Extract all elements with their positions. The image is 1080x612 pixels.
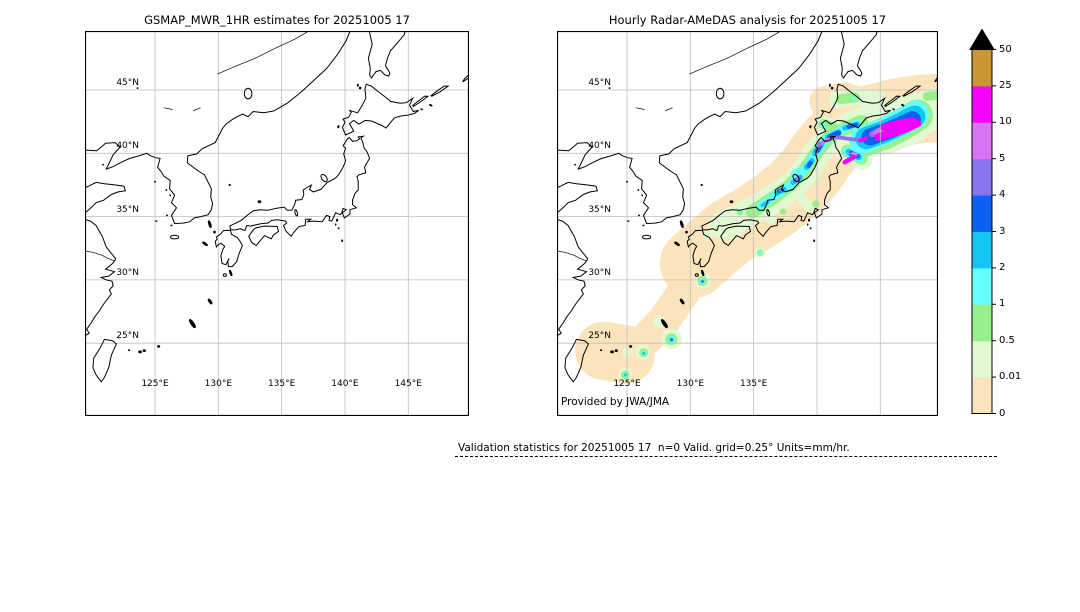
colorbar-tick-0.5: 0.5	[999, 334, 1015, 346]
colorbar-tick-25: 25	[999, 79, 1012, 91]
colorbar-tick-10: 10	[999, 116, 1012, 128]
radar-map-panel	[557, 31, 938, 416]
credit-label: Provided by JWA/JMA	[561, 396, 670, 408]
colorbar-tick-1: 1	[999, 298, 1006, 310]
gsmap-map-panel	[85, 31, 469, 416]
footer-dashed-line	[455, 456, 997, 457]
gridline-layer	[85, 31, 469, 416]
gridline-layer	[557, 31, 938, 416]
colorbar-tick-3: 3	[999, 225, 1006, 237]
colorbar-tick-4: 4	[999, 189, 1006, 201]
colorbar-tick-50: 50	[999, 43, 1012, 55]
validation-statistics-text: Validation statistics for 20251005 17 n=…	[458, 442, 850, 454]
radar-title: Hourly Radar-AMeDAS analysis for 2025100…	[608, 13, 887, 27]
colorbar-canvas	[969, 28, 996, 414]
coastline-layer	[557, 31, 938, 383]
colorbar-tick-2: 2	[999, 261, 1006, 273]
coastline-layer	[85, 31, 469, 383]
gsmap-title: GSMAP_MWR_1HR estimates for 20251005 17	[144, 13, 410, 27]
colorbar-tick-5: 5	[999, 152, 1006, 164]
radar-map-canvas	[557, 31, 938, 416]
colorbar-tick-0.01: 0.01	[999, 371, 1022, 383]
colorbar-tick-0: 0	[999, 407, 1006, 419]
gsmap-map-canvas	[85, 31, 469, 416]
